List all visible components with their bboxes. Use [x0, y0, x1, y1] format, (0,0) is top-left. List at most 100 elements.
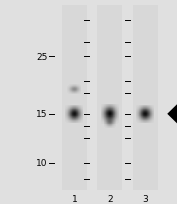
Bar: [106, 108, 107, 109]
Bar: [79, 112, 80, 113]
Bar: [148, 111, 149, 112]
Bar: [136, 116, 137, 117]
Bar: [108, 105, 109, 106]
Bar: [138, 116, 139, 117]
Bar: [140, 113, 141, 114]
Bar: [104, 116, 105, 117]
Bar: [144, 108, 145, 109]
Bar: [107, 114, 108, 115]
Bar: [143, 105, 144, 106]
Bar: [69, 111, 70, 112]
Bar: [67, 106, 68, 107]
Bar: [77, 106, 78, 107]
Bar: [147, 111, 148, 112]
Bar: [77, 107, 78, 108]
Bar: [103, 118, 104, 119]
Bar: [137, 114, 138, 115]
Bar: [147, 116, 148, 117]
Bar: [101, 109, 102, 110]
Bar: [151, 105, 152, 106]
Bar: [76, 117, 77, 118]
Bar: [117, 112, 118, 113]
Bar: [77, 116, 78, 117]
Bar: [149, 121, 150, 122]
Bar: [143, 115, 144, 116]
Bar: [114, 110, 115, 111]
Bar: [117, 108, 118, 109]
Bar: [66, 114, 67, 115]
Bar: [152, 115, 153, 116]
Bar: [146, 119, 147, 120]
Bar: [101, 123, 102, 124]
Bar: [144, 120, 145, 121]
Bar: [72, 109, 73, 110]
Bar: [74, 119, 75, 120]
Bar: [109, 119, 110, 120]
Bar: [77, 110, 78, 111]
Bar: [78, 117, 79, 118]
Bar: [140, 120, 141, 121]
Bar: [147, 122, 148, 123]
Bar: [138, 114, 139, 115]
Bar: [138, 105, 139, 106]
Bar: [138, 113, 139, 114]
Bar: [138, 106, 139, 107]
Bar: [116, 110, 117, 111]
Bar: [73, 118, 74, 119]
Bar: [77, 109, 78, 110]
Bar: [139, 120, 140, 121]
Bar: [118, 114, 119, 115]
Bar: [101, 111, 102, 112]
Bar: [116, 112, 117, 113]
Bar: [69, 121, 70, 122]
Bar: [139, 113, 140, 114]
Bar: [151, 116, 152, 117]
Bar: [82, 117, 83, 118]
Bar: [152, 118, 153, 119]
Bar: [110, 106, 111, 107]
Bar: [118, 107, 119, 108]
Bar: [108, 122, 109, 123]
Bar: [137, 118, 138, 119]
Bar: [142, 111, 143, 112]
Bar: [65, 118, 66, 119]
Bar: [144, 119, 145, 120]
Bar: [144, 109, 145, 110]
Bar: [67, 112, 68, 113]
Bar: [117, 115, 118, 116]
Bar: [108, 106, 109, 107]
Bar: [112, 115, 113, 116]
Bar: [144, 121, 145, 122]
Bar: [115, 109, 116, 110]
Bar: [149, 119, 150, 120]
Bar: [142, 114, 143, 115]
Bar: [146, 111, 147, 112]
Bar: [140, 122, 141, 123]
Bar: [148, 116, 149, 117]
Bar: [150, 114, 151, 115]
Bar: [105, 110, 106, 111]
Bar: [74, 116, 75, 117]
Bar: [139, 110, 140, 111]
Bar: [68, 117, 69, 118]
Bar: [115, 119, 116, 120]
Bar: [149, 112, 150, 113]
Bar: [141, 106, 142, 107]
Bar: [73, 107, 74, 108]
Bar: [107, 115, 108, 116]
Bar: [114, 106, 115, 107]
Bar: [79, 105, 80, 106]
Bar: [145, 117, 146, 118]
Bar: [143, 119, 144, 120]
Bar: [139, 106, 140, 107]
Bar: [150, 106, 151, 107]
Bar: [115, 106, 116, 107]
Bar: [110, 104, 111, 105]
Bar: [81, 109, 82, 110]
Bar: [101, 110, 102, 111]
Bar: [70, 113, 71, 114]
Bar: [82, 105, 83, 106]
Bar: [110, 108, 111, 109]
Bar: [108, 120, 109, 121]
Bar: [118, 115, 119, 116]
